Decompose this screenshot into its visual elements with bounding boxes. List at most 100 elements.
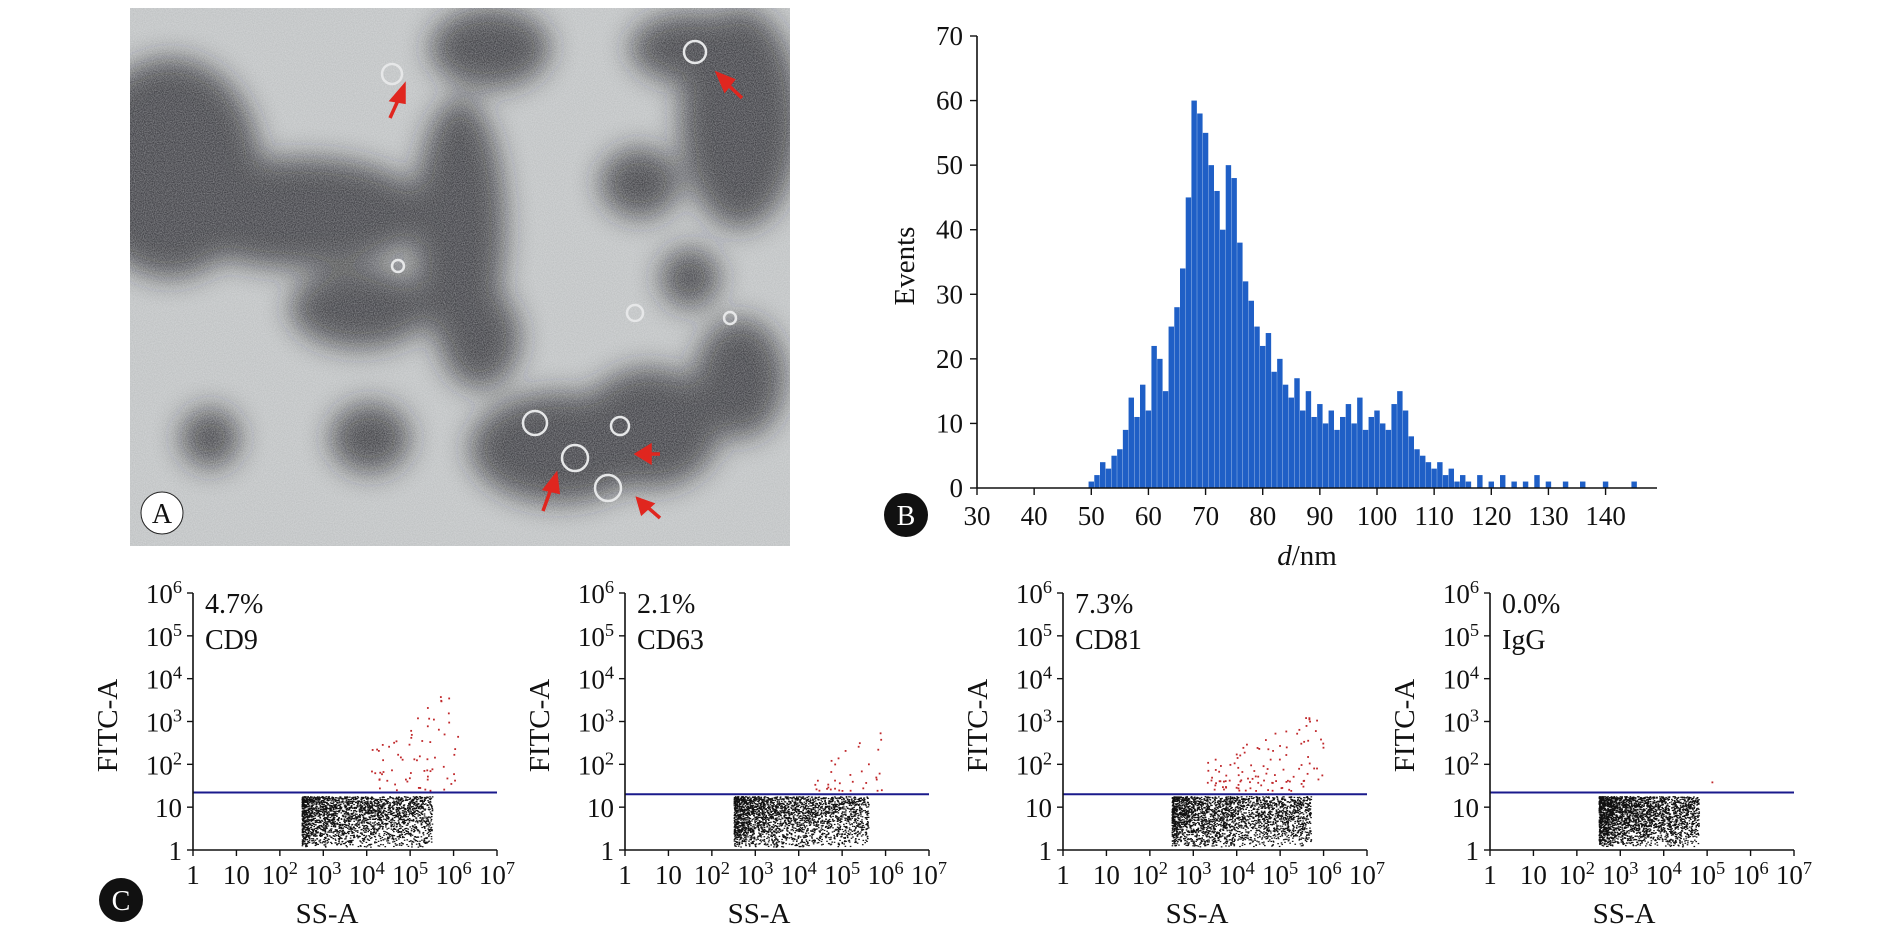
negative-event xyxy=(806,811,809,813)
negative-event xyxy=(348,804,350,806)
negative-event xyxy=(375,809,377,812)
negative-event xyxy=(759,816,762,818)
negative-event xyxy=(360,804,362,806)
negative-event xyxy=(419,799,422,801)
negative-event xyxy=(762,808,765,810)
negative-event xyxy=(742,804,744,806)
negative-event xyxy=(747,815,749,817)
negative-event xyxy=(739,830,741,832)
negative-event xyxy=(844,836,847,839)
negative-event xyxy=(799,817,802,820)
negative-event xyxy=(373,804,375,806)
negative-event xyxy=(358,805,361,807)
negative-event xyxy=(766,801,769,803)
negative-event xyxy=(311,799,314,801)
negative-event xyxy=(372,810,375,812)
negative-event xyxy=(429,796,431,798)
negative-event xyxy=(759,807,761,809)
negative-event xyxy=(758,832,760,834)
negative-event xyxy=(386,828,388,830)
negative-event xyxy=(314,814,317,816)
negative-event xyxy=(362,808,365,810)
negative-event xyxy=(785,817,788,819)
negative-event xyxy=(387,807,390,809)
negative-event xyxy=(853,801,855,804)
negative-event xyxy=(342,814,344,816)
negative-event xyxy=(395,798,397,800)
negative-event xyxy=(400,834,402,836)
negative-event xyxy=(812,816,815,818)
negative-event xyxy=(303,797,306,799)
negative-event xyxy=(368,803,370,805)
negative-event xyxy=(333,823,336,825)
negative-event xyxy=(742,811,744,813)
negative-event xyxy=(753,806,756,808)
negative-event xyxy=(369,802,372,805)
negative-event xyxy=(847,820,850,822)
negative-event xyxy=(347,819,349,821)
negative-event xyxy=(812,813,814,815)
negative-event xyxy=(426,823,428,825)
negative-event xyxy=(319,806,322,808)
negative-event xyxy=(774,822,776,824)
negative-event xyxy=(818,827,820,829)
negative-event xyxy=(853,812,855,814)
panel-a-letter: A xyxy=(152,499,173,530)
negative-event xyxy=(363,799,366,802)
negative-event xyxy=(754,827,756,829)
negative-event xyxy=(335,807,338,809)
negative-event xyxy=(343,826,346,828)
negative-event xyxy=(319,816,321,818)
negative-event xyxy=(780,798,783,800)
negative-event xyxy=(733,807,736,809)
negative-event xyxy=(345,810,347,813)
negative-event xyxy=(408,803,410,805)
tem-grain xyxy=(130,8,790,546)
negative-event xyxy=(370,814,373,816)
negative-event xyxy=(831,818,834,820)
negative-event xyxy=(414,803,416,805)
negative-event xyxy=(315,797,318,799)
negative-event xyxy=(734,845,736,847)
negative-event xyxy=(420,800,423,802)
negative-event xyxy=(336,805,338,807)
negative-event xyxy=(741,805,743,808)
negative-event xyxy=(867,806,870,808)
negative-event xyxy=(841,841,844,844)
negative-event xyxy=(356,813,358,815)
negative-event xyxy=(766,818,768,820)
negative-event xyxy=(779,819,782,821)
negative-event xyxy=(322,797,324,799)
negative-event xyxy=(829,823,831,825)
negative-event xyxy=(763,824,766,826)
negative-event xyxy=(415,825,417,828)
negative-event xyxy=(379,825,381,827)
negative-event xyxy=(307,820,309,822)
negative-event xyxy=(350,840,352,842)
negative-event xyxy=(400,832,403,834)
negative-event xyxy=(795,811,798,813)
negative-event xyxy=(313,814,316,816)
negative-event xyxy=(416,809,419,812)
negative-event xyxy=(859,811,862,813)
negative-event xyxy=(739,803,742,806)
negative-event xyxy=(332,801,335,803)
histogram-bar xyxy=(1374,410,1380,488)
negative-event xyxy=(368,812,371,814)
negative-event xyxy=(858,804,860,807)
negative-event xyxy=(313,803,316,805)
negative-event xyxy=(737,822,740,824)
negative-event xyxy=(417,798,420,800)
negative-event xyxy=(749,798,752,800)
negative-event xyxy=(307,830,310,832)
negative-event xyxy=(420,796,423,798)
negative-event xyxy=(389,805,392,807)
negative-event xyxy=(414,829,416,832)
negative-event xyxy=(835,797,838,800)
negative-event xyxy=(404,834,406,836)
negative-event xyxy=(748,821,750,823)
negative-event xyxy=(740,807,743,809)
negative-event xyxy=(826,827,829,829)
negative-event xyxy=(768,824,771,826)
